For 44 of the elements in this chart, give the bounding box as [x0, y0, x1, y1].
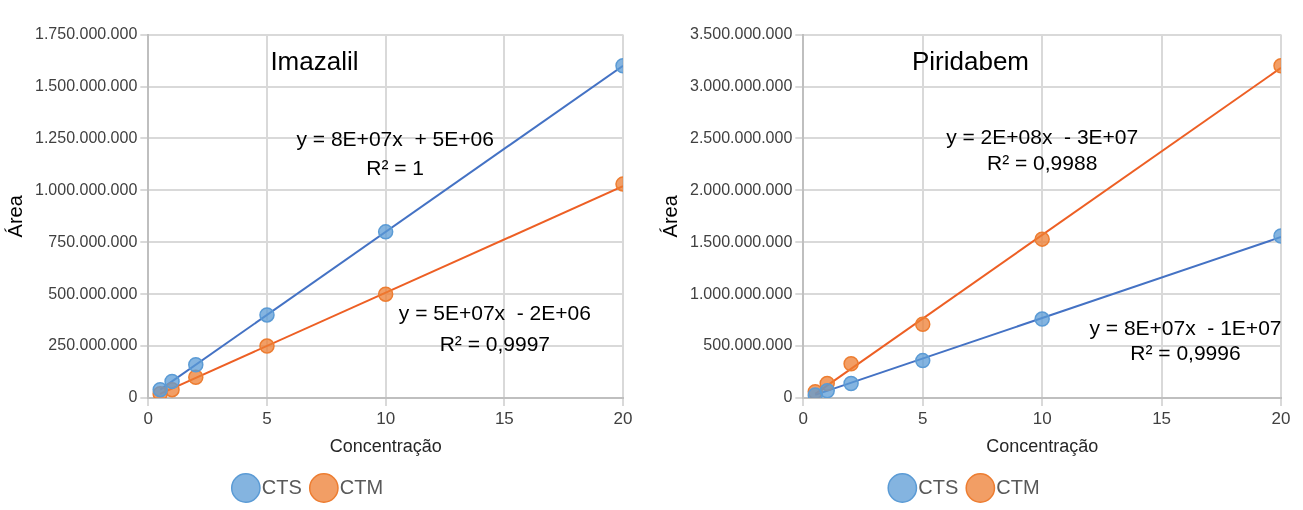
annotation: y = 2E+08x - 3E+07	[946, 125, 1139, 149]
y-tick-label: 1.500.000.000	[34, 76, 138, 94]
y-tick-label: 0	[128, 388, 138, 406]
x-axis-title: Concentração	[329, 436, 442, 457]
y-tick-label: 500.000.000	[48, 284, 138, 302]
legend-label: CTM	[339, 475, 384, 498]
x-tick-label: 5	[262, 408, 272, 428]
annotation: R² = 1	[366, 155, 425, 179]
x-tick-label: 10	[376, 408, 396, 428]
annotation: y = 8E+07x + 5E+06	[296, 126, 494, 150]
y-tick-label: 250.000.000	[48, 336, 138, 354]
x-tick-label: 20	[613, 408, 633, 428]
x-tick-label: 5	[918, 408, 928, 428]
y-tick-label: 1.500.000.000	[689, 232, 793, 250]
y-tick-label: 3.000.000.000	[689, 76, 793, 94]
annotation: R² = 0,9996	[1130, 341, 1241, 365]
y-tick-label: 500.000.000	[703, 336, 793, 354]
legend-label: CTS	[261, 475, 302, 498]
y-tick-label: 1.000.000.000	[689, 284, 793, 302]
legend-label: CTS	[918, 475, 959, 498]
x-axis-title: Concentração	[986, 436, 1099, 457]
annotation: R² = 0,9997	[439, 332, 550, 356]
legend-label: CTM	[996, 475, 1040, 498]
y-tick-label: 2.000.000.000	[689, 180, 793, 198]
annotation: R² = 0,9988	[987, 151, 1098, 175]
x-tick-label: 0	[143, 408, 154, 428]
y-tick-label: 2.500.000.000	[689, 128, 793, 146]
y-tick-label: 1.250.000.000	[34, 128, 138, 146]
y-axis-title: Área	[3, 194, 26, 238]
x-tick-label: 10	[1032, 408, 1052, 428]
y-tick-label: 750.000.000	[48, 232, 138, 250]
x-tick-label: 15	[1152, 408, 1172, 428]
annotation: y = 8E+07x - 1E+07	[1089, 315, 1282, 339]
y-tick-label: 1.000.000.000	[34, 180, 138, 198]
text: Piridabem	[911, 45, 1030, 76]
x-tick-label: 15	[494, 408, 514, 428]
x-tick-label: 0	[798, 408, 809, 428]
y-tick-label: 0	[783, 388, 793, 406]
x-tick-label: 20	[1271, 408, 1291, 428]
annotation: y = 5E+07x - 2E+06	[398, 301, 591, 325]
text: Imazalil	[270, 45, 359, 76]
y-tick-label: 1.750.000.000	[34, 25, 138, 43]
y-tick-label: 3.500.000.000	[689, 25, 793, 43]
y-axis-title: Área	[658, 194, 681, 238]
